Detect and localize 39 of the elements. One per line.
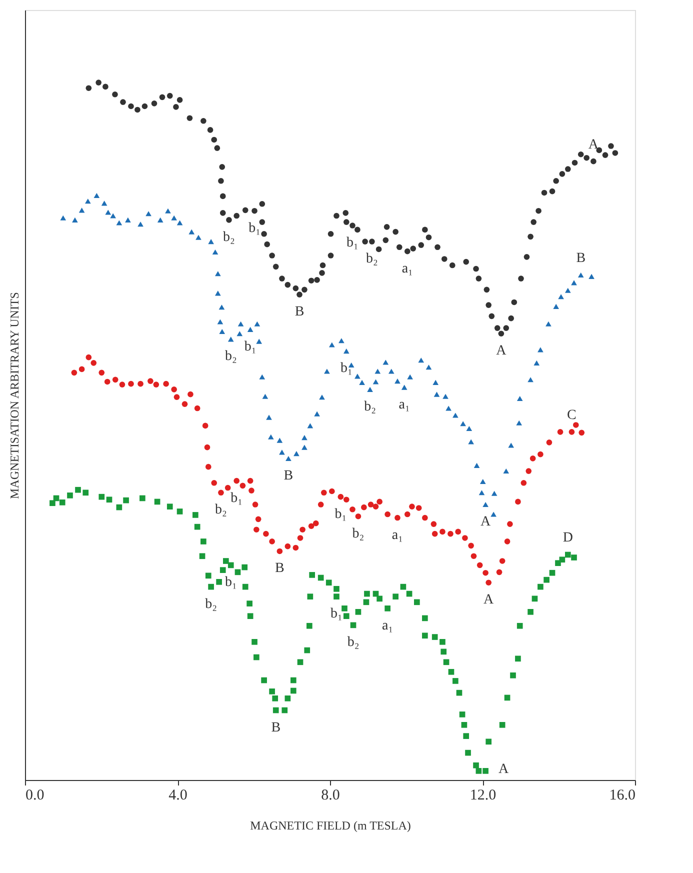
y-axis-title: MAGNETISATION ARBITRARY UNITS (8, 292, 22, 499)
annotation: b₂ (223, 230, 236, 245)
annotation: C (567, 408, 576, 423)
annotation: B (576, 251, 586, 266)
annotation: B (284, 468, 294, 484)
x-axis-title: MAGNETIC FIELD (m TESLA) (250, 818, 411, 832)
annotation: a₁ (392, 528, 404, 543)
annotation: b₁ (340, 361, 352, 376)
annotation: A (496, 344, 508, 359)
annotation: a₁ (402, 261, 413, 276)
annotation: a₁ (398, 397, 410, 412)
annotation: a₁ (382, 618, 394, 634)
annotation: A (588, 137, 600, 152)
x-tick-label: 16.0 (609, 788, 636, 804)
annotation: B (271, 720, 281, 736)
x-tick-label: 0.0 (26, 788, 44, 804)
annotation: b₁ (334, 506, 347, 522)
annotation: A (498, 762, 510, 777)
annotation: b₁ (248, 220, 260, 236)
annotation: A (480, 514, 492, 530)
annotation: b₂ (224, 349, 237, 364)
annotation: b₂ (364, 399, 376, 414)
annotation: b₁ (230, 490, 243, 506)
annotation: B (275, 561, 284, 576)
x-tick-label: 4.0 (168, 788, 188, 804)
annotation: b₂ (352, 526, 364, 542)
annotation: b₂ (215, 502, 228, 518)
annotation: b₁ (346, 236, 358, 251)
annotation: b₁ (224, 575, 237, 590)
x-tick-label: 8.0 (321, 788, 340, 804)
annotation: B (294, 304, 304, 320)
annotation: b₁ (244, 339, 256, 354)
x-tick-label: 12.0 (470, 788, 496, 804)
annotation: b₂ (366, 252, 378, 267)
annotation: b₂ (347, 635, 360, 650)
annotation: b₁ (330, 606, 342, 622)
annotation: A (484, 592, 495, 608)
annotation: b₂ (205, 596, 218, 612)
annotation: D (562, 530, 573, 546)
